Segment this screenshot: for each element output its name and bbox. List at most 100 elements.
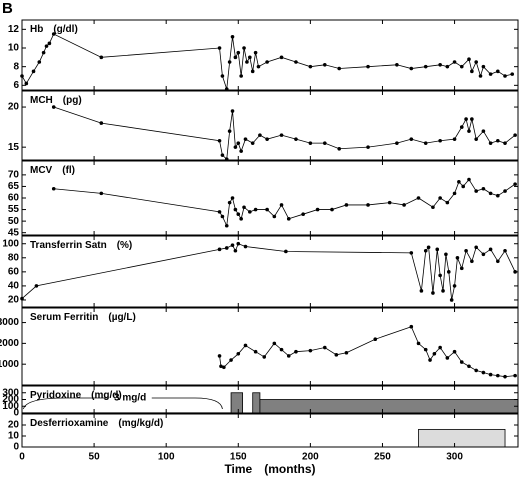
panel-title: Transferrin Satn (%) — [30, 240, 132, 251]
panel-frame — [21, 307, 519, 386]
data-point — [409, 324, 414, 329]
data-point — [445, 64, 450, 69]
dose-bar — [259, 399, 519, 414]
data-point — [428, 358, 432, 362]
data-point — [470, 259, 474, 264]
data-point — [496, 373, 500, 378]
data-point — [222, 365, 226, 370]
data-point — [464, 248, 468, 253]
data-point — [99, 191, 104, 196]
data-point — [513, 270, 517, 274]
y-tick-label: 70 — [8, 170, 20, 181]
dose-bar — [418, 428, 506, 448]
x-axis-label: Time (months) — [224, 462, 315, 476]
data-point — [230, 109, 235, 113]
panel-title: Pyridoxine (mg/d) — [30, 390, 122, 401]
y-tick-label: 80 — [8, 252, 20, 263]
data-point — [217, 354, 222, 358]
data-point — [488, 247, 493, 252]
y-tick-label: 0 — [13, 408, 19, 419]
x-tick-label: 0 — [19, 452, 25, 463]
data-point — [470, 117, 474, 121]
y-tick-label: 3000 — [0, 317, 19, 328]
data-point — [496, 69, 500, 74]
data-point — [243, 137, 248, 141]
data-point — [444, 252, 448, 257]
panel-title-name: Transferrin Satn — [30, 240, 107, 251]
y-tick-label: 45 — [8, 227, 20, 238]
panel-title-name: Desferrioxamine — [30, 418, 109, 429]
data-point — [449, 298, 454, 302]
panel-frame — [21, 90, 519, 161]
data-point — [217, 210, 222, 214]
data-point — [445, 356, 450, 360]
data-point — [236, 212, 241, 216]
data-point — [395, 63, 399, 67]
data-point — [233, 55, 238, 60]
data-point — [488, 191, 493, 196]
data-point — [236, 50, 241, 55]
panel-title-name: MCH — [30, 95, 53, 106]
data-point — [294, 137, 298, 141]
data-point — [230, 243, 235, 247]
data-point — [294, 349, 298, 354]
data-point — [334, 353, 339, 357]
data-point — [467, 129, 471, 133]
data-point — [503, 374, 507, 379]
data-point — [308, 348, 313, 353]
data-point — [243, 244, 248, 249]
y-tick-label: 6 — [13, 80, 19, 91]
data-point — [452, 349, 457, 354]
y-tick-label: 20 — [8, 102, 20, 113]
data-point — [224, 246, 229, 250]
data-point — [248, 210, 252, 214]
data-point — [230, 35, 235, 39]
data-point — [227, 129, 232, 133]
data-point — [423, 64, 428, 69]
data-point — [233, 207, 238, 212]
series-line — [53, 106, 516, 161]
panel-title-name: MCV — [30, 165, 53, 176]
data-point — [250, 69, 255, 74]
dose-bar — [230, 392, 244, 414]
y-tick-label: 20 — [8, 420, 20, 431]
data-point — [488, 72, 493, 76]
data-point — [474, 245, 478, 250]
data-point — [51, 32, 56, 36]
panel-title-unit: (g/dl) — [53, 24, 77, 35]
data-point — [253, 207, 258, 212]
data-point — [467, 177, 471, 182]
data-point — [488, 372, 493, 377]
panel-title: MCV (fl) — [30, 165, 75, 176]
data-point — [467, 364, 471, 369]
data-point — [253, 349, 258, 354]
data-point — [488, 141, 493, 145]
data-point — [284, 249, 288, 254]
panel-title: MCH (pg) — [30, 95, 82, 106]
data-point — [426, 245, 431, 250]
data-point — [279, 203, 284, 207]
data-point — [423, 347, 428, 352]
data-point — [233, 248, 238, 253]
data-point — [99, 55, 104, 60]
data-point — [409, 251, 414, 255]
data-point — [474, 60, 478, 64]
data-point — [272, 341, 277, 346]
y-tick-label: 100 — [2, 401, 19, 412]
data-point — [503, 248, 507, 253]
brace — [23, 397, 109, 410]
data-point — [481, 129, 486, 133]
data-point — [474, 137, 478, 141]
y-tick-label: 0 — [13, 442, 19, 453]
data-point — [455, 255, 460, 260]
y-tick-label: 10 — [8, 43, 20, 54]
x-tick-label: 150 — [230, 452, 247, 463]
data-point — [513, 373, 517, 378]
data-point — [452, 137, 457, 141]
data-point — [265, 60, 269, 64]
y-tick-label: 65 — [8, 181, 20, 192]
data-point — [464, 117, 468, 121]
x-tick-label: 200 — [302, 452, 319, 463]
data-point — [438, 63, 442, 67]
data-point — [322, 345, 327, 350]
